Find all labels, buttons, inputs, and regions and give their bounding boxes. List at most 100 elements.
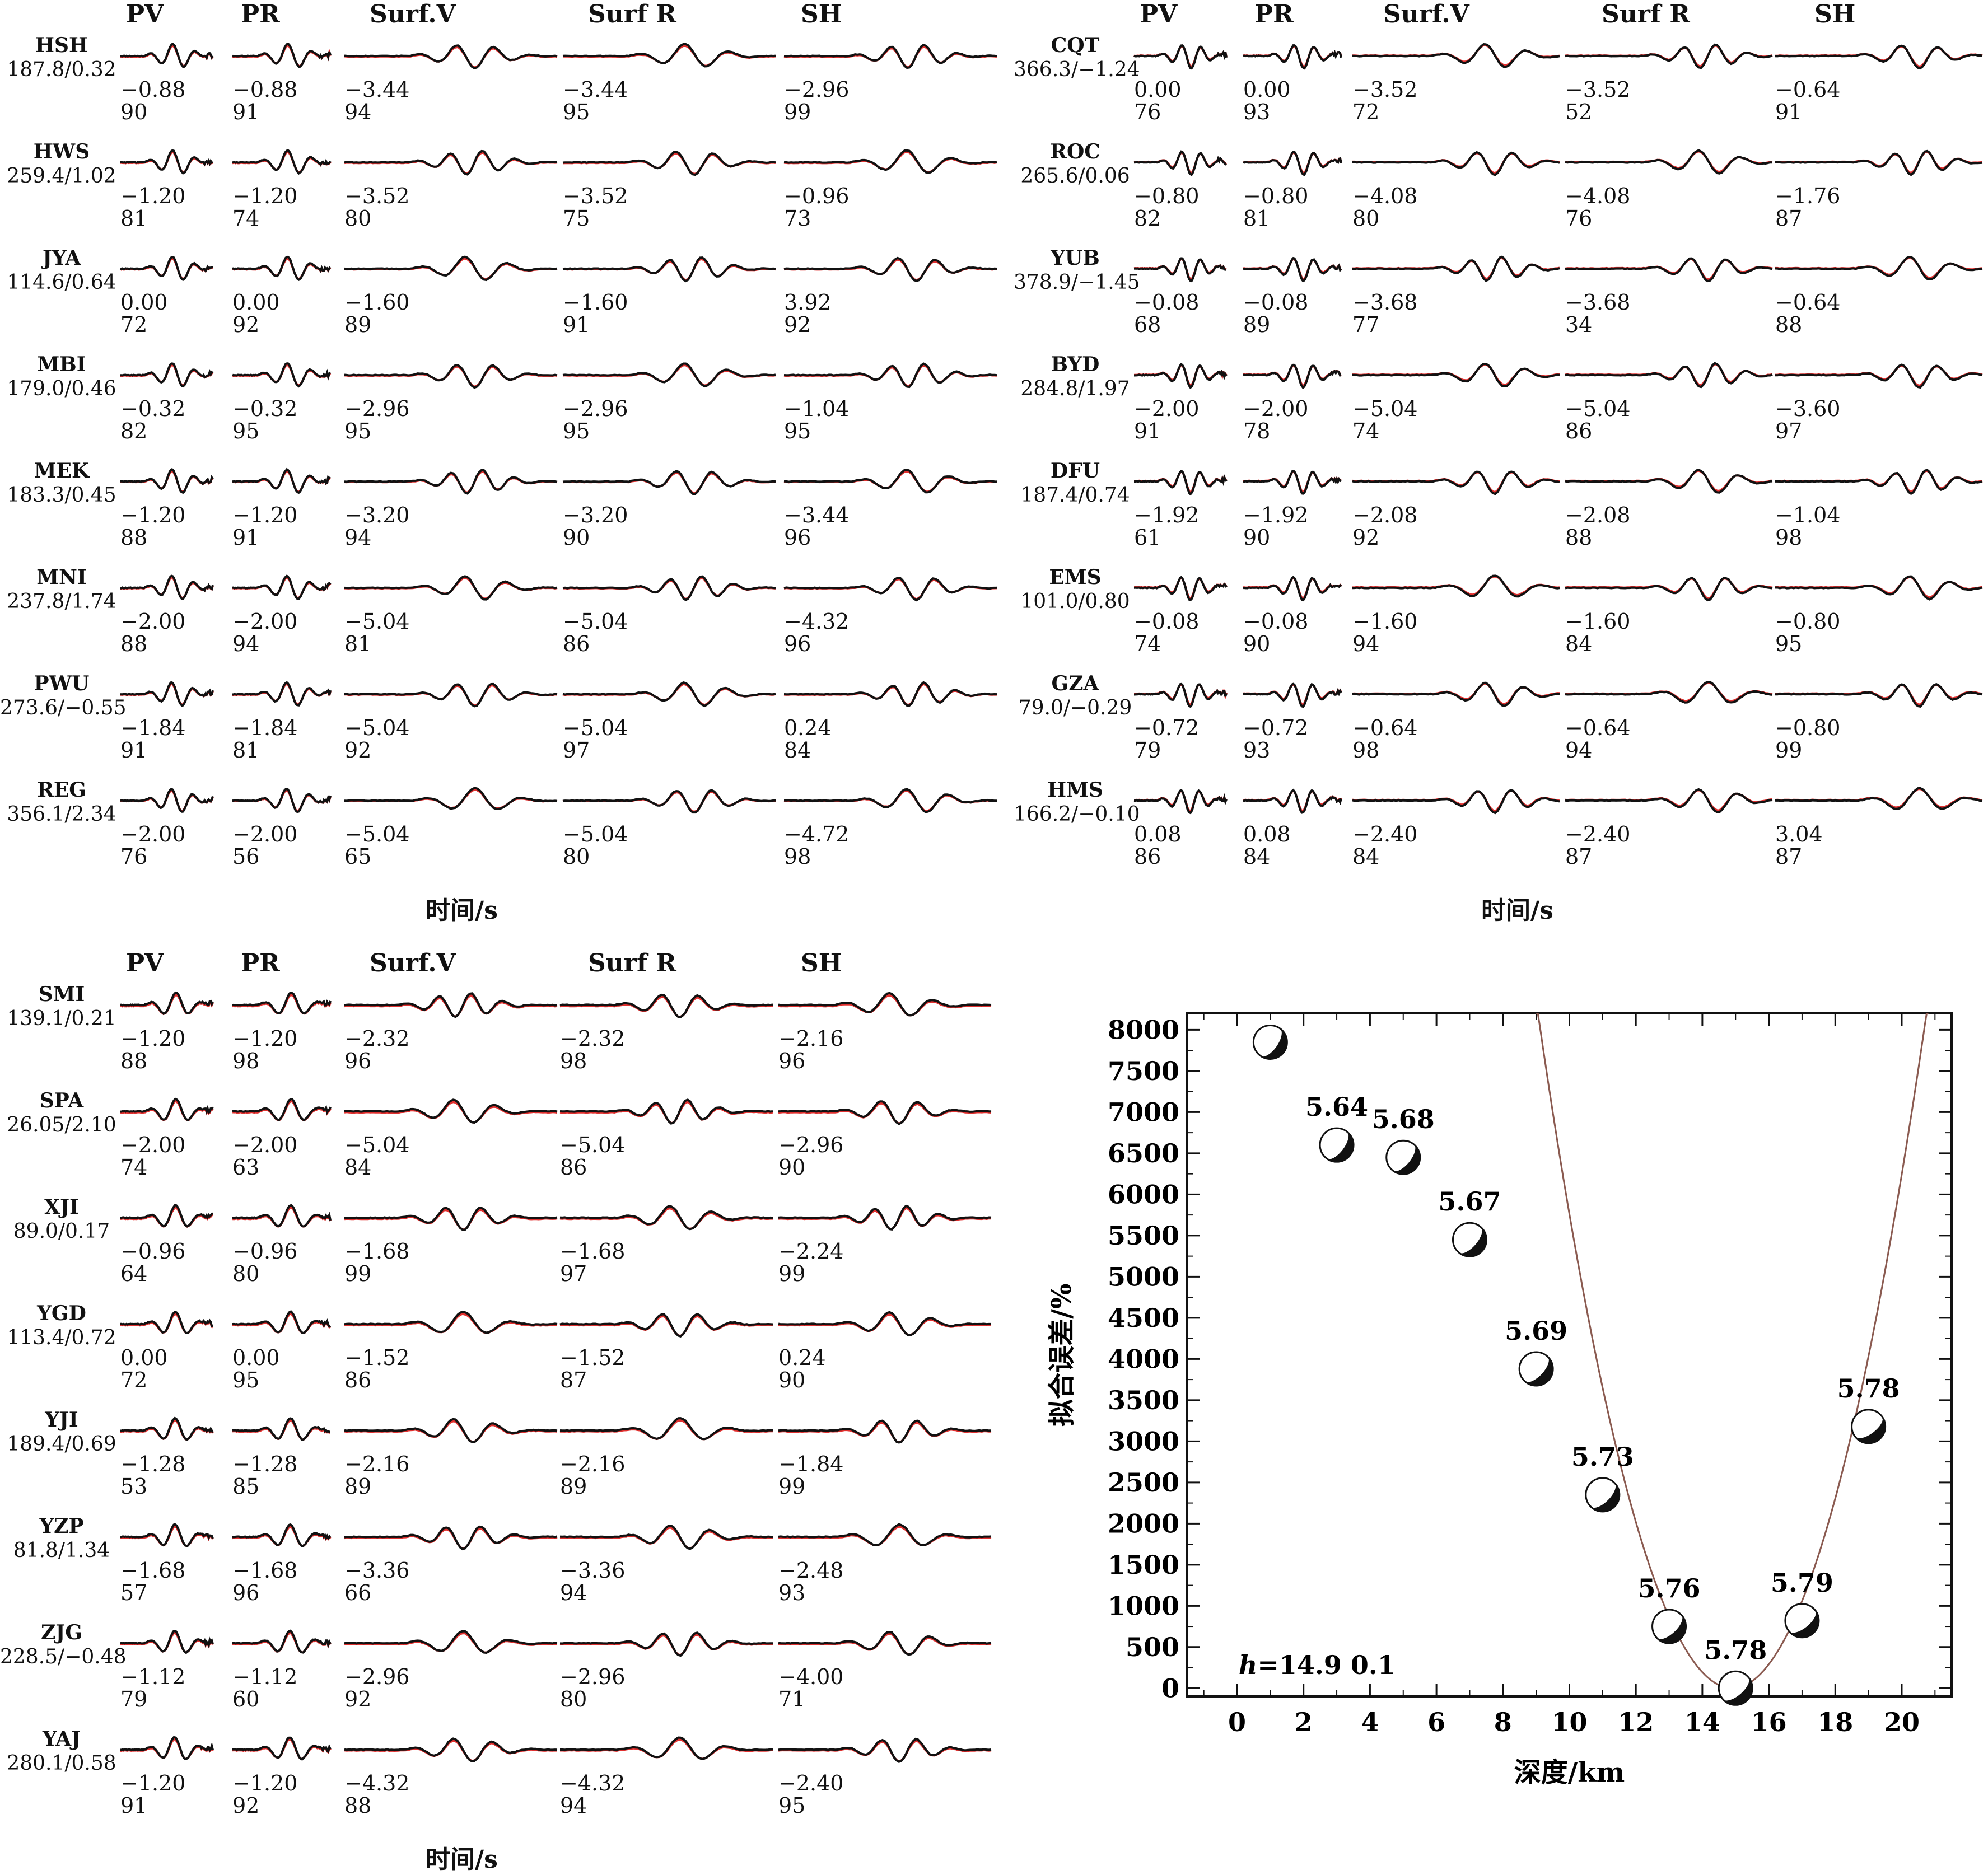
time-shift-value: −5.04 xyxy=(563,822,628,847)
y-tick-label: 3000 xyxy=(1108,1426,1179,1456)
correlation-value: 60 xyxy=(232,1687,260,1712)
time-shift-value: −2.48 xyxy=(778,1558,844,1583)
observed-waveform xyxy=(232,681,332,707)
station-name: MEK xyxy=(34,459,90,483)
observed-waveform xyxy=(1565,43,1773,69)
time-shift-value: −0.96 xyxy=(120,1239,186,1264)
station-distance: 284.8/1.97 xyxy=(1020,377,1130,400)
observed-waveform xyxy=(1352,681,1560,707)
correlation-value: 96 xyxy=(784,525,811,550)
waveform-trace xyxy=(1352,681,1560,707)
station-name: ZJG xyxy=(40,1621,83,1644)
column-header-sh: SH xyxy=(1814,0,1856,29)
station-name: SMI xyxy=(38,983,85,1006)
time-shift-value: −5.04 xyxy=(563,609,628,634)
y-tick-label: 1000 xyxy=(1108,1591,1179,1621)
correlation-value: 89 xyxy=(1243,312,1271,337)
observed-waveform xyxy=(562,681,776,708)
time-shift-value: −1.12 xyxy=(120,1664,186,1689)
column-header-pv: PV xyxy=(126,0,164,29)
time-shift-value: −1.20 xyxy=(232,1026,298,1051)
observed-waveform xyxy=(783,576,997,602)
time-shift-value: −1.60 xyxy=(1565,609,1631,634)
waveform-trace xyxy=(778,1737,992,1764)
time-shift-value: −5.04 xyxy=(344,1133,410,1157)
observed-waveform xyxy=(344,1630,558,1654)
correlation-value: 79 xyxy=(120,1687,148,1712)
column-header-sh: SH xyxy=(801,949,842,978)
time-shift-value: −0.88 xyxy=(120,77,186,102)
waveform-trace xyxy=(562,789,776,814)
beachball-compression xyxy=(1458,1227,1487,1257)
observed-waveform xyxy=(344,255,558,282)
y-tick-label: 1500 xyxy=(1108,1550,1179,1580)
correlation-value: 86 xyxy=(1565,419,1593,443)
observed-waveform xyxy=(120,362,214,388)
magnitude-label: 5.67 xyxy=(1438,1186,1501,1217)
observed-waveform xyxy=(120,991,214,1015)
observed-waveform xyxy=(1134,363,1228,389)
time-shift-value: −5.04 xyxy=(563,716,628,740)
observed-waveform xyxy=(1352,574,1560,598)
depth-annotation: h=14.9 0.1 xyxy=(1239,1650,1396,1680)
observed-waveform xyxy=(559,993,773,1018)
observed-waveform xyxy=(1243,788,1342,814)
correlation-value: 92 xyxy=(344,1687,372,1712)
y-tick-label: 2500 xyxy=(1108,1467,1179,1498)
correlation-value: 87 xyxy=(1775,844,1803,869)
observed-waveform xyxy=(783,256,997,282)
observed-waveform xyxy=(232,1310,332,1334)
waveform-trace xyxy=(562,681,776,708)
correlation-value: 85 xyxy=(232,1474,260,1499)
observed-waveform xyxy=(232,574,332,601)
y-tick-label: 2000 xyxy=(1108,1508,1179,1539)
time-shift-value: −1.20 xyxy=(232,1771,298,1795)
correlation-value: 98 xyxy=(1775,525,1803,550)
time-shift-value: −3.44 xyxy=(563,77,628,102)
correlation-value: 80 xyxy=(344,206,372,231)
correlation-value: 97 xyxy=(560,1261,587,1286)
time-shift-value: −5.04 xyxy=(1565,396,1631,421)
correlation-value: 99 xyxy=(778,1261,806,1286)
station-name: XJI xyxy=(44,1195,79,1219)
time-shift-value: −4.08 xyxy=(1352,184,1418,208)
waveform-trace xyxy=(778,1523,992,1546)
column-header-surfv: Surf.V xyxy=(370,0,456,29)
correlation-value: 80 xyxy=(560,1687,587,1712)
depth-annotation-value: =14.9 0.1 xyxy=(1257,1650,1396,1680)
time-shift-value: −0.72 xyxy=(1243,716,1309,740)
observed-waveform xyxy=(562,256,776,283)
time-shift-value: −1.28 xyxy=(232,1452,298,1476)
correlation-value: 89 xyxy=(344,312,372,337)
observed-waveform xyxy=(119,256,213,282)
station-name: BYD xyxy=(1051,353,1100,376)
waveform-trace xyxy=(119,256,213,282)
beachball-compression xyxy=(1261,1028,1287,1059)
observed-waveform xyxy=(344,44,558,69)
waveform-trace xyxy=(232,1417,330,1441)
time-shift-value: 0.00 xyxy=(1134,77,1182,102)
correlation-value: 90 xyxy=(778,1368,806,1392)
correlation-value: 90 xyxy=(563,525,590,550)
waveform-panel-3: PV PR Surf.V Surf R SH SMI 139.1/0.21 −1.20 88 −1… xyxy=(0,949,997,1874)
waveform-trace xyxy=(344,1418,558,1443)
observed-waveform xyxy=(232,1204,332,1228)
waveform-trace xyxy=(344,1630,558,1654)
time-shift-value: −1.52 xyxy=(560,1345,626,1370)
y-tick-label: 5000 xyxy=(1108,1261,1179,1292)
waveform-trace xyxy=(559,1417,773,1441)
correlation-value: 79 xyxy=(1134,738,1161,763)
waveform-trace xyxy=(1243,682,1342,708)
beachball-compression xyxy=(1723,1677,1753,1705)
waveform-trace xyxy=(120,149,214,175)
waveform-trace xyxy=(1243,363,1342,390)
time-shift-value: −0.08 xyxy=(1134,609,1200,634)
waveform-trace xyxy=(562,575,776,601)
magnitude-label: 5.73 xyxy=(1571,1442,1634,1472)
waveform-trace xyxy=(232,149,332,175)
waveform-trace xyxy=(232,1629,332,1654)
time-axis-label: 时间/s xyxy=(426,896,498,925)
correlation-value: 76 xyxy=(1565,206,1593,231)
observed-waveform xyxy=(232,788,332,813)
observed-waveform xyxy=(783,469,997,494)
